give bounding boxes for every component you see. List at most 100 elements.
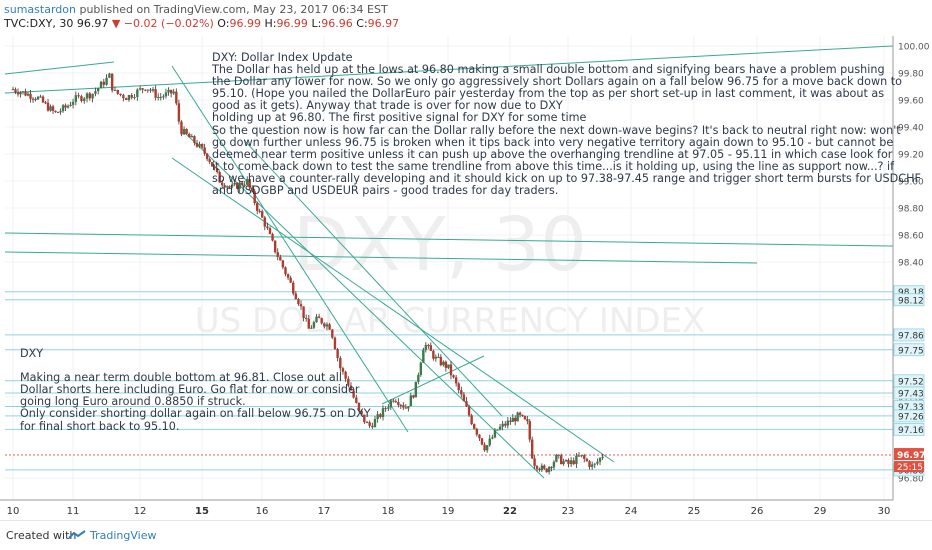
- candle-body: [399, 404, 403, 406]
- note-top-line: it to come back down to test the same tr…: [212, 159, 895, 173]
- candle-body: [144, 89, 147, 91]
- candle-body: [387, 407, 390, 409]
- candle-body: [496, 429, 499, 431]
- candle-body: [336, 349, 339, 358]
- candle-body: [102, 81, 105, 85]
- note-top[interactable]: DXY: Dollar Index Update The Dollar has h…: [212, 51, 921, 198]
- candle-body: [417, 374, 420, 382]
- x-tick-label: 12: [134, 506, 147, 517]
- candle-body: [379, 414, 382, 418]
- footer: Created with TradingView: [0, 520, 932, 550]
- candle-body: [94, 91, 97, 94]
- candle-body: [344, 371, 347, 379]
- x-tick-label: 23: [562, 506, 575, 517]
- candle-body: [223, 185, 226, 188]
- candle-body: [64, 105, 67, 108]
- note-left-line: for final short back to 95.10.: [20, 419, 180, 433]
- candle-body: [44, 102, 47, 104]
- candle-body: [555, 454, 558, 462]
- note-left[interactable]: DXY Making a near term double bottom at …: [20, 347, 371, 433]
- price-label-box: [893, 343, 925, 357]
- candle-body: [74, 95, 78, 102]
- candle-body: [465, 401, 468, 407]
- price-label-box: [893, 386, 925, 400]
- candle-body: [34, 99, 37, 101]
- low-label: L:: [311, 17, 322, 30]
- price-label-box: [893, 422, 925, 436]
- y-tick-label: 96.80: [898, 475, 924, 485]
- grid-lines: [5, 36, 893, 500]
- candle-body: [172, 91, 175, 94]
- candle-body: [419, 362, 423, 375]
- candle-body: [230, 184, 234, 187]
- created-with-label: Created with: [6, 529, 77, 542]
- candle-body: [447, 364, 450, 368]
- candle-body: [122, 94, 125, 99]
- candle-body: [485, 445, 489, 451]
- candle-body: [540, 465, 544, 470]
- open-value: 96.99: [229, 17, 261, 30]
- candle-body: [251, 187, 254, 192]
- candle-body: [518, 412, 522, 415]
- candle-body: [467, 406, 471, 416]
- x-axis: 10 11 12 15 16 17 18 19 22 23 24 25 26 29 30: [0, 499, 893, 517]
- candle-body: [509, 420, 512, 422]
- candle-body: [116, 89, 119, 94]
- close-value: 96.97: [367, 17, 400, 30]
- watermark-ticker: DXY, 30: [293, 202, 587, 288]
- candle-body: [480, 438, 484, 445]
- note-top-line: So the question now is how far can the D…: [212, 123, 901, 137]
- candle-body: [175, 91, 178, 104]
- price-chart[interactable]: DXY, 30 US DOLLAR CURRENCY INDEX 10 11 12 1…: [0, 0, 932, 520]
- trendline: [183, 131, 545, 479]
- note-top-line: holding up at 96.80. The first positive …: [212, 111, 587, 125]
- candle-body: [389, 400, 393, 408]
- candle-body: [80, 96, 83, 102]
- author-name[interactable]: sumastardon: [4, 3, 76, 16]
- candle-body: [352, 390, 355, 398]
- trendline: [4, 61, 115, 75]
- candle-body: [559, 455, 563, 465]
- candle-body: [133, 97, 136, 99]
- candle-body: [557, 454, 560, 456]
- candle-body: [562, 461, 565, 465]
- candle-body: [506, 420, 510, 426]
- candle-body: [245, 179, 249, 185]
- publish-text: published on TradingView.com, May 23, 20…: [79, 3, 388, 16]
- candle-body: [376, 414, 379, 419]
- candle-body: [248, 179, 251, 188]
- candle-body: [373, 418, 377, 428]
- candle-body: [422, 349, 425, 363]
- candle-body: [154, 89, 157, 98]
- candle-body: [478, 434, 481, 439]
- candle-body: [11, 89, 15, 91]
- x-tick-label: 26: [751, 506, 764, 517]
- trendline: [243, 139, 503, 417]
- candle-body: [407, 406, 410, 409]
- candle-body: [363, 414, 366, 423]
- candle-body: [228, 186, 231, 188]
- candle-body: [473, 424, 476, 429]
- candle-body: [220, 182, 224, 186]
- note-top-line: The Dollar has held up at the lows at 96…: [212, 63, 885, 77]
- candle-body: [138, 88, 142, 90]
- candle-body: [85, 93, 89, 99]
- trendline: [4, 251, 758, 264]
- candle-body: [66, 105, 70, 108]
- candle-body: [547, 467, 551, 473]
- note-top-line: and USDGBP and USDEUR pairs - good trade…: [212, 184, 559, 198]
- candle-body: [596, 461, 599, 464]
- candle-body: [365, 422, 369, 424]
- candle-body: [258, 210, 261, 212]
- x-tick-label: 30: [878, 506, 891, 517]
- tradingview-link[interactable]: TradingView: [90, 529, 157, 542]
- candle-body: [339, 357, 342, 369]
- trendlines[interactable]: [4, 45, 894, 479]
- candle-body: [475, 428, 479, 435]
- open-label: O:: [217, 17, 230, 30]
- candle-body: [360, 410, 363, 415]
- publish-info: sumastardon published on TradingView.com…: [4, 3, 388, 16]
- candle-body: [49, 106, 52, 111]
- trendline: [171, 157, 615, 463]
- candle-body: [256, 203, 259, 211]
